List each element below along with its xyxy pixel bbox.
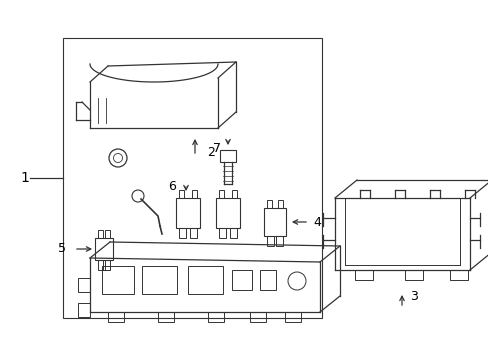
Bar xyxy=(219,190,224,198)
Text: 6: 6 xyxy=(168,180,176,193)
Bar xyxy=(354,270,372,280)
Bar xyxy=(220,150,236,162)
Bar xyxy=(404,270,422,280)
Bar xyxy=(103,260,110,270)
Bar xyxy=(158,312,174,322)
Bar xyxy=(98,230,103,238)
Bar xyxy=(192,190,197,198)
Text: 4: 4 xyxy=(312,216,320,229)
Bar xyxy=(249,312,265,322)
Bar xyxy=(187,266,223,294)
Bar xyxy=(260,270,275,290)
Bar xyxy=(207,312,224,322)
Bar xyxy=(285,312,301,322)
Bar xyxy=(108,312,124,322)
Bar xyxy=(231,190,237,198)
Bar xyxy=(231,270,251,290)
Text: 2: 2 xyxy=(206,145,214,158)
Bar xyxy=(216,198,240,228)
Text: 3: 3 xyxy=(409,289,417,302)
Bar xyxy=(63,38,321,318)
Bar xyxy=(98,260,105,270)
Bar xyxy=(142,266,177,294)
Text: 7: 7 xyxy=(213,141,221,154)
Bar xyxy=(266,200,271,208)
Bar xyxy=(78,278,90,292)
Bar xyxy=(264,208,285,236)
Bar xyxy=(176,198,200,228)
Text: 1: 1 xyxy=(20,171,29,185)
Bar xyxy=(266,236,273,246)
Bar xyxy=(179,190,183,198)
Bar xyxy=(449,270,467,280)
Text: 5: 5 xyxy=(58,243,66,256)
Bar xyxy=(275,236,283,246)
Bar xyxy=(190,228,197,238)
Bar xyxy=(219,228,225,238)
Bar xyxy=(278,200,283,208)
Bar xyxy=(179,228,185,238)
Bar xyxy=(229,228,237,238)
Bar xyxy=(105,230,110,238)
Bar xyxy=(95,238,113,260)
Bar xyxy=(78,303,90,317)
Bar xyxy=(102,266,134,294)
